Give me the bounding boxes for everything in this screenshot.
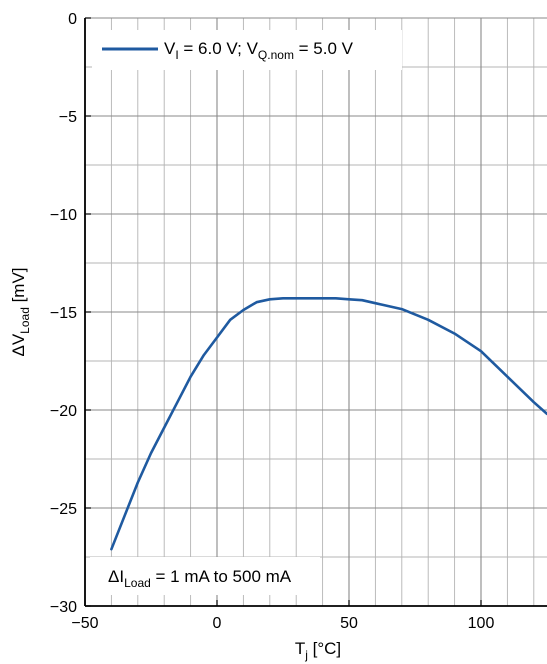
x-tick-label: 50 [340, 615, 358, 632]
grid-major-lines [84, 17, 547, 607]
annotation-background [90, 557, 320, 595]
y-axis-title: ΔVLoad [mV] [9, 267, 32, 356]
y-tick-label: −10 [50, 207, 77, 224]
legend: VI = 6.0 V; VQ.nom = 5.0 V [92, 30, 402, 70]
y-tick-label: −5 [59, 109, 77, 126]
y-tick-label: 0 [68, 11, 77, 28]
series-line [110, 296, 547, 551]
x-axis-title: Tj [°C] [295, 639, 341, 662]
x-tick-label: 100 [468, 615, 495, 632]
y-tick-label: −30 [50, 599, 77, 616]
series-layer [110, 296, 547, 551]
y-tick-label: −25 [50, 501, 77, 518]
y-tick-label: −20 [50, 403, 77, 420]
x-tick-label: −50 [71, 615, 98, 632]
annotation-text: ΔILoad = 1 mA to 500 mA [108, 567, 292, 590]
legend-label: VI = 6.0 V; VQ.nom = 5.0 V [164, 39, 354, 62]
x-tick-label: 0 [213, 615, 222, 632]
y-tick-label: −15 [50, 305, 77, 322]
load-step-annotation: ΔILoad = 1 mA to 500 mA [90, 557, 320, 595]
